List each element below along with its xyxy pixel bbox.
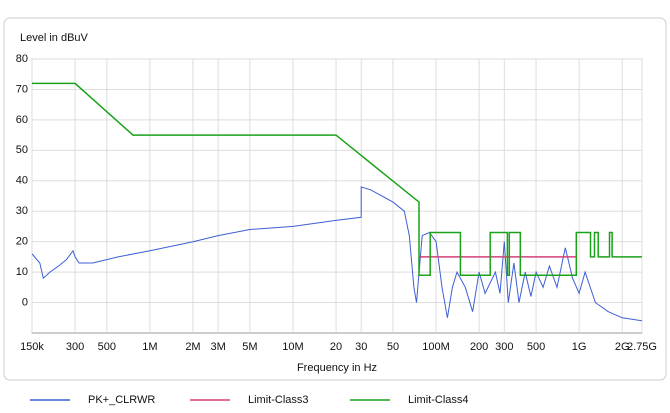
x-tick-label: 3M [211, 341, 226, 353]
x-tick-label: 2M [185, 341, 200, 353]
x-tick-label: 2.75G [627, 341, 657, 353]
x-tick-label: 30 [355, 341, 367, 353]
x-tick-label: 500 [98, 341, 116, 353]
plot-area [31, 58, 643, 334]
x-tick-label: 200 [470, 341, 488, 353]
x-tick-label: 300 [495, 341, 513, 353]
series-line [32, 82, 642, 276]
x-tick-label: 5M [242, 341, 257, 353]
legend-label: Limit-Class3 [248, 394, 309, 406]
y-tick-label: 0 [22, 296, 28, 308]
y-tick-label: 80 [16, 53, 28, 65]
x-tick-label: 150k [20, 341, 44, 353]
x-tick-label: 2G [615, 341, 630, 353]
x-tick-label: 10M [282, 341, 303, 353]
x-tick-label: 1G [572, 341, 587, 353]
y-tick-label: 20 [16, 236, 28, 248]
x-axis-title: Frequency in Hz [297, 362, 377, 374]
x-tick-label: 1M [142, 341, 157, 353]
legend-label: PK+_CLRWR [88, 394, 155, 406]
y-tick-label: 50 [16, 144, 28, 156]
y-tick-label: 10 [16, 266, 28, 278]
y-tick-label: 60 [16, 114, 28, 126]
x-tick-label: 20 [330, 341, 342, 353]
y-tick-label: 40 [16, 175, 28, 187]
y-tick-label: 70 [16, 83, 28, 95]
frame [3, 17, 667, 381]
x-tick-label: 300 [66, 341, 84, 353]
x-tick-label: 50 [387, 341, 399, 353]
y-axis-title: Level in dBuV [20, 32, 89, 44]
series-line [31, 186, 643, 322]
x-tick-label: 100M [422, 341, 450, 353]
x-tick-label: 500 [527, 341, 545, 353]
y-tick-label: 30 [16, 205, 28, 217]
legend-label: Limit-Class4 [408, 394, 469, 406]
